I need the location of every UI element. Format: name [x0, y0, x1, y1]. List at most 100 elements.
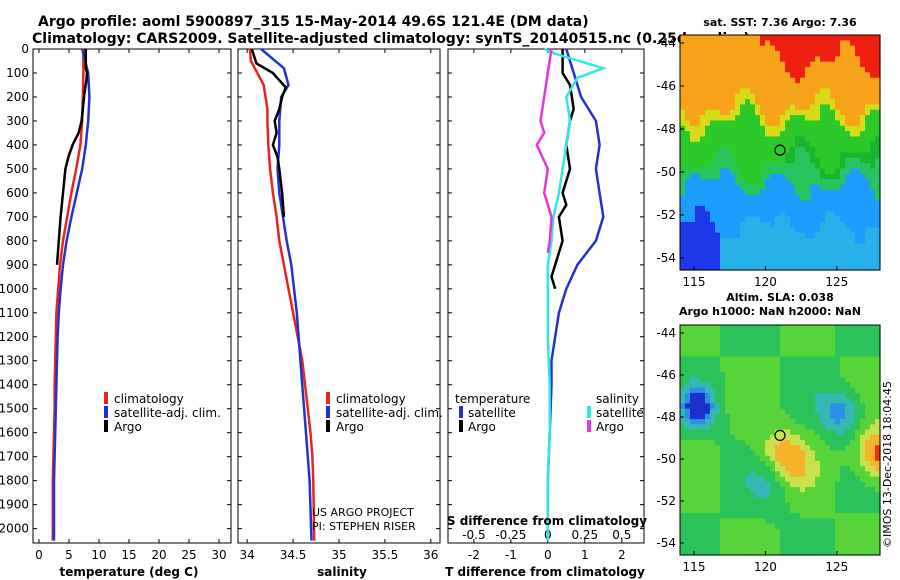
- map-cell: [820, 356, 826, 363]
- map-cell: [760, 502, 766, 509]
- map-cell: [745, 77, 751, 84]
- map-cell: [735, 211, 741, 218]
- map-cell: [745, 179, 751, 186]
- map-cell: [680, 513, 686, 520]
- map-cell: [835, 403, 841, 410]
- map-cell: [740, 424, 746, 431]
- difference-panel: -2 -1 0 1 2-0.5 -0.25 0 0.25 0.5: [447, 47, 645, 562]
- map-cell: [715, 392, 721, 399]
- map-cell: [760, 184, 766, 191]
- map-cell: [685, 237, 691, 244]
- map-cell: [740, 179, 746, 186]
- map-cell: [720, 440, 726, 446]
- map-cell: [790, 492, 796, 499]
- map-cell: [790, 253, 796, 260]
- map-cell: [690, 429, 696, 436]
- map-cell: [790, 534, 796, 540]
- map-cell: [860, 544, 866, 551]
- map-cell: [805, 518, 811, 525]
- map-cell: [845, 325, 851, 331]
- map-cell: [735, 45, 741, 52]
- map-cell: [840, 253, 846, 260]
- map-cell: [775, 403, 781, 410]
- map-cell: [840, 387, 846, 394]
- map-cell: [720, 243, 726, 250]
- map-cell: [820, 544, 826, 551]
- map-cell: [685, 528, 691, 535]
- map-cell: [720, 413, 726, 420]
- map-cell: [800, 330, 806, 337]
- map-cell: [735, 492, 741, 499]
- map-cell: [705, 487, 711, 493]
- map-cell: [760, 125, 766, 132]
- map-cell: [705, 419, 711, 425]
- map-cell: [680, 179, 686, 186]
- map-cell: [745, 450, 751, 457]
- map-cell: [760, 88, 766, 95]
- map-cell: [850, 356, 856, 363]
- map-cell: [755, 361, 761, 368]
- map-cell: [690, 377, 696, 384]
- map-cell: [780, 205, 786, 212]
- map-cell: [790, 104, 796, 111]
- map-cell: [740, 120, 746, 127]
- map-cell: [825, 455, 831, 462]
- map-cell: [825, 351, 831, 357]
- map-cell: [680, 539, 686, 546]
- map-cell: [865, 330, 871, 337]
- map-cell: [865, 413, 871, 420]
- map-cell: [710, 40, 716, 47]
- map-cell: [760, 93, 766, 100]
- map-cell: [730, 184, 736, 191]
- map-cell: [805, 259, 811, 266]
- map-cell: [705, 243, 711, 250]
- map-cell: [720, 163, 726, 170]
- map-cell: [825, 361, 831, 368]
- map-cell: [705, 56, 711, 63]
- map-cell: [815, 366, 821, 373]
- map-cell: [805, 408, 811, 415]
- map-cell: [680, 45, 686, 52]
- map-cell: [840, 104, 846, 111]
- map-cell: [680, 131, 686, 138]
- map-cell: [805, 243, 811, 250]
- map-cell: [805, 67, 811, 73]
- map-cell: [815, 136, 821, 143]
- map-cell: [840, 408, 846, 415]
- map-cell: [865, 221, 871, 228]
- map-cell: [695, 492, 701, 499]
- map-cell: [835, 200, 841, 207]
- map-cell: [800, 325, 806, 331]
- map-cell: [720, 372, 726, 378]
- map-cell: [800, 232, 806, 239]
- map-cell: [715, 147, 721, 154]
- map-cell: [690, 35, 696, 41]
- map-cell: [810, 227, 816, 234]
- map-cell: [690, 476, 696, 483]
- map-cell: [785, 513, 791, 520]
- map-cell: [710, 136, 716, 143]
- map-cell: [710, 264, 716, 271]
- map-cell: [845, 419, 851, 425]
- map-cell: [795, 83, 801, 90]
- map-cell: [760, 398, 766, 405]
- map-cell: [770, 528, 776, 535]
- map-cell: [870, 173, 876, 180]
- map-cell: [790, 481, 796, 488]
- map-cell: [715, 471, 721, 478]
- map-cell: [725, 259, 731, 266]
- map-cell: [825, 502, 831, 509]
- map-cell: [855, 109, 861, 116]
- map-lat-label: -44: [656, 36, 676, 50]
- map-cell: [830, 492, 836, 499]
- map-cell: [820, 476, 826, 483]
- map-cell: [820, 528, 826, 535]
- map-cell: [835, 372, 841, 378]
- map-cell: [805, 163, 811, 170]
- x2-tick-label: -0.5: [462, 528, 485, 542]
- map-cell: [815, 518, 821, 525]
- map-cell: [740, 173, 746, 180]
- map-cell: [770, 136, 776, 143]
- map-cell: [725, 72, 731, 79]
- map-cell: [830, 216, 836, 223]
